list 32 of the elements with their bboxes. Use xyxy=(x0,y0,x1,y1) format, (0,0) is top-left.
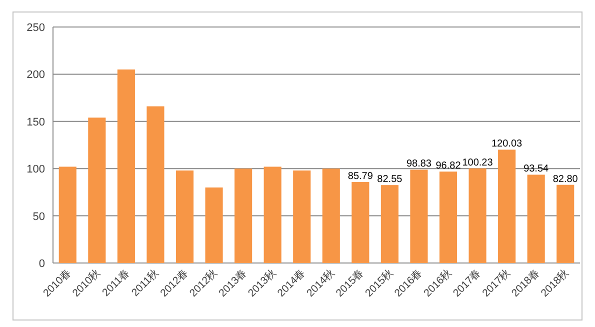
bar xyxy=(322,168,340,263)
y-tick-label: 50 xyxy=(32,210,45,223)
y-tick-label: 0 xyxy=(38,258,45,270)
data-label: 93.54 xyxy=(524,164,550,175)
bar xyxy=(264,166,282,263)
bar xyxy=(468,168,486,263)
y-tick-label: 200 xyxy=(26,69,45,82)
bar xyxy=(410,170,428,263)
data-label: 98.83 xyxy=(406,158,432,170)
y-tick-label: 100 xyxy=(26,164,45,176)
data-label: 120.03 xyxy=(492,138,523,150)
bar xyxy=(439,172,458,263)
data-label: 100.23 xyxy=(462,157,494,168)
bar xyxy=(205,187,223,263)
data-label: 96.82 xyxy=(436,160,462,172)
y-tick-label: 250 xyxy=(26,22,45,34)
bar xyxy=(380,185,398,263)
bar xyxy=(176,170,194,263)
bar xyxy=(498,150,516,263)
bar xyxy=(527,174,545,263)
data-label: 85.79 xyxy=(348,171,374,182)
bar xyxy=(117,69,135,263)
bar xyxy=(234,168,252,263)
bar xyxy=(352,182,370,263)
bar xyxy=(556,184,574,263)
y-tick-label: 150 xyxy=(26,116,45,128)
bar xyxy=(146,106,164,263)
bar xyxy=(58,166,76,263)
data-label: 82.80 xyxy=(552,174,578,185)
bar xyxy=(88,118,106,263)
bar xyxy=(293,170,311,263)
data-label: 82.55 xyxy=(377,174,403,186)
